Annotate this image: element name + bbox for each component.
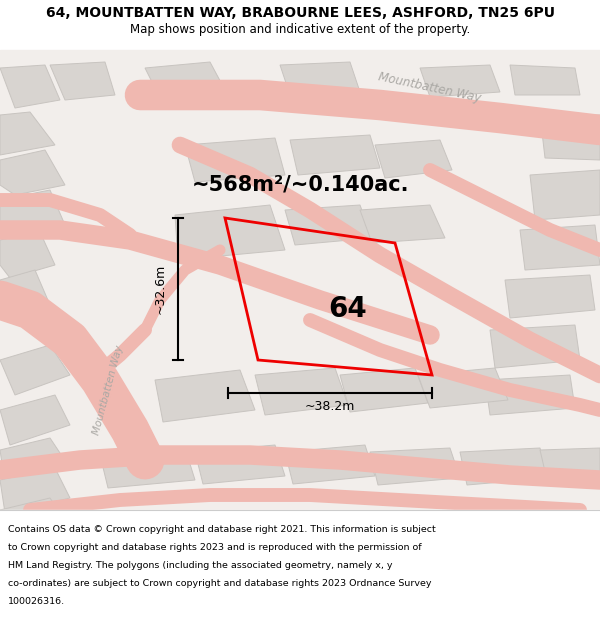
Polygon shape — [0, 438, 70, 483]
Text: 64, MOUNTBATTEN WAY, BRABOURNE LEES, ASHFORD, TN25 6PU: 64, MOUNTBATTEN WAY, BRABOURNE LEES, ASH… — [46, 6, 554, 20]
Polygon shape — [145, 62, 225, 98]
Text: ~568m²/~0.140ac.: ~568m²/~0.140ac. — [191, 175, 409, 195]
Polygon shape — [540, 448, 600, 480]
Polygon shape — [195, 445, 285, 484]
Bar — [0, 510, 600, 625]
Polygon shape — [0, 150, 65, 195]
Polygon shape — [375, 140, 452, 178]
Polygon shape — [360, 205, 445, 243]
Polygon shape — [50, 62, 115, 100]
Polygon shape — [505, 275, 595, 318]
Polygon shape — [490, 325, 580, 368]
Text: co-ordinates) are subject to Crown copyright and database rights 2023 Ordnance S: co-ordinates) are subject to Crown copyr… — [8, 579, 431, 588]
Polygon shape — [485, 375, 575, 415]
Polygon shape — [530, 170, 600, 220]
Polygon shape — [540, 115, 600, 160]
Polygon shape — [0, 190, 65, 235]
Text: ~32.6m: ~32.6m — [154, 264, 167, 314]
Polygon shape — [340, 368, 428, 412]
Polygon shape — [175, 205, 285, 260]
Polygon shape — [510, 65, 580, 95]
Polygon shape — [290, 135, 380, 175]
Polygon shape — [0, 232, 55, 278]
Bar — [0, 50, 600, 510]
Polygon shape — [0, 345, 70, 395]
Polygon shape — [0, 395, 70, 445]
Text: Mountbatten Way: Mountbatten Way — [91, 344, 125, 436]
Bar — [0, 0, 600, 50]
Polygon shape — [0, 528, 75, 570]
Polygon shape — [0, 498, 70, 543]
Text: 100026316.: 100026316. — [8, 597, 65, 606]
Polygon shape — [420, 65, 500, 97]
Polygon shape — [100, 448, 195, 488]
Text: Map shows position and indicative extent of the property.: Map shows position and indicative extent… — [130, 22, 470, 36]
Text: to Crown copyright and database rights 2023 and is reproduced with the permissio: to Crown copyright and database rights 2… — [8, 543, 422, 552]
Polygon shape — [520, 225, 600, 270]
Polygon shape — [0, 468, 70, 513]
Text: Mountbatten Way: Mountbatten Way — [377, 71, 482, 105]
Polygon shape — [418, 368, 508, 408]
Text: ~38.2m: ~38.2m — [305, 401, 355, 414]
Polygon shape — [155, 370, 255, 422]
Polygon shape — [280, 62, 360, 95]
Polygon shape — [460, 448, 548, 485]
Polygon shape — [370, 448, 460, 485]
Polygon shape — [0, 112, 55, 155]
Polygon shape — [255, 368, 348, 415]
Polygon shape — [185, 138, 285, 182]
Polygon shape — [0, 550, 70, 575]
Polygon shape — [0, 270, 50, 318]
Text: Contains OS data © Crown copyright and database right 2021. This information is : Contains OS data © Crown copyright and d… — [8, 525, 436, 534]
Polygon shape — [0, 65, 60, 108]
Polygon shape — [285, 205, 372, 245]
Text: 64: 64 — [328, 295, 367, 323]
Text: HM Land Registry. The polygons (including the associated geometry, namely x, y: HM Land Registry. The polygons (includin… — [8, 561, 392, 570]
Polygon shape — [285, 445, 375, 484]
